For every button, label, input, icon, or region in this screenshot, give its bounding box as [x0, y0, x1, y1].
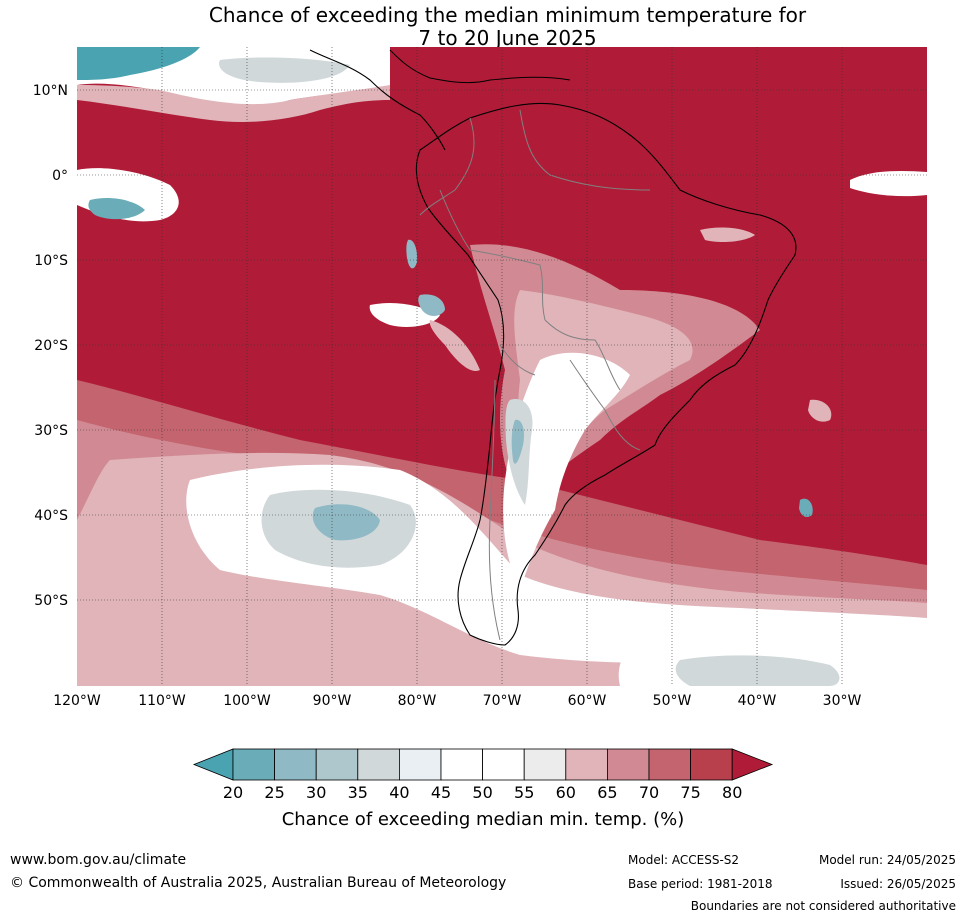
colorbar-swatch [690, 748, 733, 781]
colorbar-tick-label: 60 [556, 783, 576, 802]
lon-label: 40°W [738, 693, 777, 709]
colorbar-arrow-high [731, 748, 774, 781]
colorbar-tick-label: 50 [472, 783, 492, 802]
footer-disclaimer: Boundaries are not considered authoritat… [690, 899, 956, 913]
lon-label: 30°W [823, 693, 862, 709]
lon-label: 70°W [483, 693, 522, 709]
footer-base-period: Base period: 1981-2018 [628, 877, 773, 891]
title-line-2: 7 to 20 June 2025 [418, 26, 597, 50]
caribbean-coastline [389, 49, 571, 84]
lon-label: 80°W [398, 693, 437, 709]
colorbar-tick-label: 55 [514, 783, 534, 802]
colorbar-arrow-low [192, 748, 234, 781]
colorbar-tick-label: 70 [639, 783, 659, 802]
longitude-labels: 120°W 110°W 100°W 90°W 80°W 70°W 60°W 50… [53, 693, 861, 709]
colorbar-swatch [440, 748, 483, 781]
lat-label: 10°N [33, 83, 68, 99]
colorbar-tick-label: 80 [722, 783, 742, 802]
lat-label: 20°S [34, 338, 68, 354]
lon-label: 60°W [568, 693, 607, 709]
lat-label: 0° [52, 168, 68, 184]
lat-label: 10°S [34, 253, 68, 269]
lon-label: 110°W [138, 693, 186, 709]
footer-issued: Issued: 26/05/2025 [840, 877, 956, 891]
interior-50 [503, 352, 630, 590]
lat-label: 50°S [34, 593, 68, 609]
country-borders [419, 109, 651, 641]
pacific-patch-2 [418, 294, 445, 316]
south-america-coastline [415, 102, 797, 646]
colorbar-swatch [648, 748, 691, 781]
equator-blue-patch [88, 198, 145, 220]
pacific-patch-3 [429, 320, 480, 371]
colorbar-tick-label: 30 [306, 783, 326, 802]
map-title: Chance of exceeding the median minimum t… [0, 4, 965, 50]
colorbar-tick-label: 75 [680, 783, 700, 802]
colorbar-swatch [607, 748, 650, 781]
atlantic-patch-3 [808, 399, 832, 422]
south-east-grey [675, 655, 840, 686]
colorbar-tick-label: 65 [597, 783, 617, 802]
title-line-1: Chance of exceeding the median minimum t… [208, 3, 807, 27]
map-panel [77, 47, 927, 686]
colorbar-tick-label: 25 [264, 783, 284, 802]
colorbar-tick-label: 35 [348, 783, 368, 802]
south-band-30 [312, 504, 380, 541]
colorbar: 20 25 30 35 40 45 50 55 60 65 70 75 80 [192, 748, 774, 802]
colorbar-tick-label: 45 [431, 783, 451, 802]
footer-model: Model: ACCESS-S2 [628, 853, 740, 867]
central-america-coastline [309, 49, 446, 151]
colorbar-tick-label: 20 [223, 783, 243, 802]
atlantic-patch-1 [700, 227, 755, 243]
atlantic-patch-2 [799, 498, 813, 518]
lat-label: 40°S [34, 508, 68, 524]
colorbar-swatch [565, 748, 608, 781]
colorbar-swatch [315, 748, 359, 781]
graticule [77, 47, 927, 686]
latitude-labels: 10°N 0° 10°S 20°S 30°S 40°S 50°S [33, 83, 68, 609]
lon-label: 90°W [313, 693, 352, 709]
north-grey-patch [219, 57, 350, 83]
footer-url[interactable]: www.bom.gov.au/climate [10, 852, 187, 868]
colorbar-swatch [274, 748, 317, 781]
lat-label: 30°S [34, 423, 68, 439]
colorbar-swatch [398, 748, 442, 781]
coastal-patch [406, 239, 418, 269]
interior-30 [511, 419, 525, 464]
lon-label: 100°W [223, 693, 271, 709]
footer-copyright: © Commonwealth of Australia 2025, Austra… [10, 875, 507, 891]
north-60-patch [77, 85, 390, 122]
lon-label: 50°W [653, 693, 692, 709]
colorbar-swatch [357, 748, 400, 781]
north-blue-patch [77, 47, 200, 80]
footer-model-run: Model run: 24/05/2025 [818, 853, 956, 867]
colorbar-swatch [523, 748, 567, 781]
colorbar-tick-label: 40 [389, 783, 409, 802]
colorbar-swatch [482, 748, 525, 781]
northeast-white-patch [850, 170, 927, 197]
lon-label: 120°W [53, 693, 101, 709]
colorbar-swatch [232, 748, 275, 781]
colorbar-label: Chance of exceeding median min. temp. (%… [282, 809, 685, 830]
